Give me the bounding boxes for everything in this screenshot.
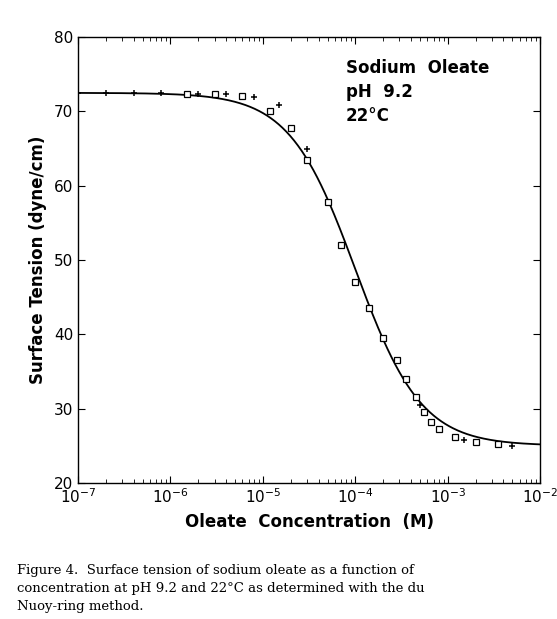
Y-axis label: Surface Tension (dyne/cm): Surface Tension (dyne/cm) (29, 136, 47, 384)
X-axis label: Oleate  Concentration  (M): Oleate Concentration (M) (184, 513, 434, 531)
Text: Sodium  Oleate
pH  9.2
22°C: Sodium Oleate pH 9.2 22°C (346, 59, 490, 124)
Text: Figure 4.  Surface tension of sodium oleate as a function of
concentration at pH: Figure 4. Surface tension of sodium olea… (17, 564, 424, 613)
